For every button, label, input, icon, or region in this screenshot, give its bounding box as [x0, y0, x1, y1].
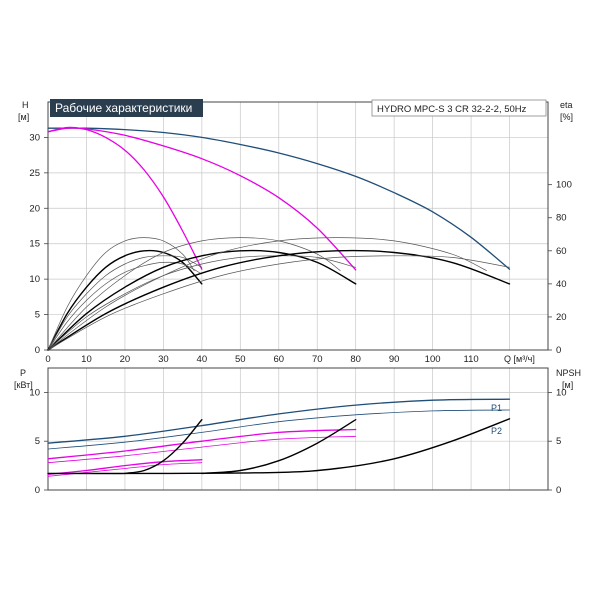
- series-line: [47, 428, 357, 460]
- x-tick-label: 80: [350, 354, 361, 365]
- top-series-lines: [47, 126, 511, 351]
- y-left-label-top: H: [22, 100, 29, 110]
- x-tick-label: 110: [463, 354, 478, 365]
- top-plot-frame: [47, 101, 549, 351]
- series-line: [47, 237, 195, 351]
- top-grid: [48, 102, 548, 350]
- model-box: [371, 99, 547, 117]
- series-line: [47, 255, 510, 351]
- series-line: [47, 249, 203, 351]
- y-left-tick-label: 25: [29, 168, 40, 179]
- x-tick-label: 30: [158, 354, 169, 365]
- y-left-tick-label: 30: [29, 132, 40, 143]
- series-label-p1: P1: [491, 403, 502, 413]
- x-tick-label: 90: [389, 354, 400, 365]
- x-tick-label: 70: [312, 354, 323, 365]
- y-right-tick-label: 0: [556, 485, 561, 496]
- series-line: [47, 127, 511, 270]
- y-left-tick-label: 0: [35, 485, 40, 496]
- x-tick-label: 50: [235, 354, 246, 365]
- title-box: [50, 99, 203, 117]
- y-right-tick-label: 80: [556, 213, 567, 224]
- series-line: [47, 255, 203, 351]
- y-left-label-bottom: P: [20, 368, 26, 378]
- y-right-tick-label: 10: [556, 387, 567, 398]
- y-left-tick-label: 20: [29, 203, 40, 214]
- y-left-tick-label: 0: [35, 345, 40, 356]
- y-left-tick-label: 5: [35, 436, 40, 447]
- series-line: [47, 249, 511, 351]
- x-tick-label: 60: [273, 354, 284, 365]
- bottom-series-lines: [47, 398, 511, 477]
- chart-title: Рабочие характеристики: [55, 101, 192, 115]
- bottom-tick-labels: 0 5 10 0 5 10: [29, 387, 566, 496]
- y-right-label-top: eta: [560, 100, 573, 110]
- y-left-tick-label: 5: [35, 310, 40, 321]
- series-line: [47, 126, 203, 270]
- bottom-plot-frame: [47, 367, 549, 491]
- x-tick-label: 40: [197, 354, 208, 365]
- y-right-tick-label: 100: [556, 180, 572, 191]
- series-line: [47, 398, 511, 444]
- series-line: [47, 459, 203, 476]
- series-line: [47, 249, 357, 351]
- series-line: [47, 409, 510, 450]
- top-tick-labels: 0 5 10 15 20 25 30 0 20 40 60 80 100 0 10 20 30 40 50 60 70 8…: [29, 132, 571, 365]
- series-label-p2: P2: [491, 426, 502, 436]
- y-left-tick-label: 10: [29, 274, 40, 285]
- series-line: [47, 255, 357, 351]
- x-tick-label: 100: [425, 354, 441, 365]
- x-tick-label: 0: [45, 354, 50, 365]
- y-left-unit-top: [м]: [18, 112, 29, 122]
- x-tick-label: 10: [81, 354, 92, 365]
- y-right-tick-label: 40: [556, 279, 567, 290]
- y-left-tick-label: 10: [29, 387, 40, 398]
- series-line: [47, 418, 511, 475]
- x-axis-label: Q [м³/ч]: [504, 354, 535, 364]
- y-right-tick-label: 60: [556, 246, 567, 257]
- series-line: [47, 237, 487, 351]
- y-left-unit-bottom: [кВт]: [14, 380, 33, 390]
- x-tick-label: 20: [120, 354, 131, 365]
- y-right-tick-label: 20: [556, 312, 567, 323]
- series-line: [201, 419, 357, 475]
- y-left-tick-label: 15: [29, 239, 40, 250]
- series-line: [124, 419, 203, 475]
- y-right-unit-bottom: [м]: [562, 380, 573, 390]
- model-label: HYDRO MPC-S 3 CR 32-2-2, 50Hz: [377, 104, 527, 115]
- y-right-tick-label: 5: [556, 436, 561, 447]
- series-line: [47, 435, 357, 464]
- y-right-tick-label: 0: [556, 345, 561, 356]
- y-right-label-bottom: NPSH: [556, 368, 581, 378]
- series-line: [47, 237, 341, 351]
- y-right-unit-top: [%]: [560, 112, 573, 122]
